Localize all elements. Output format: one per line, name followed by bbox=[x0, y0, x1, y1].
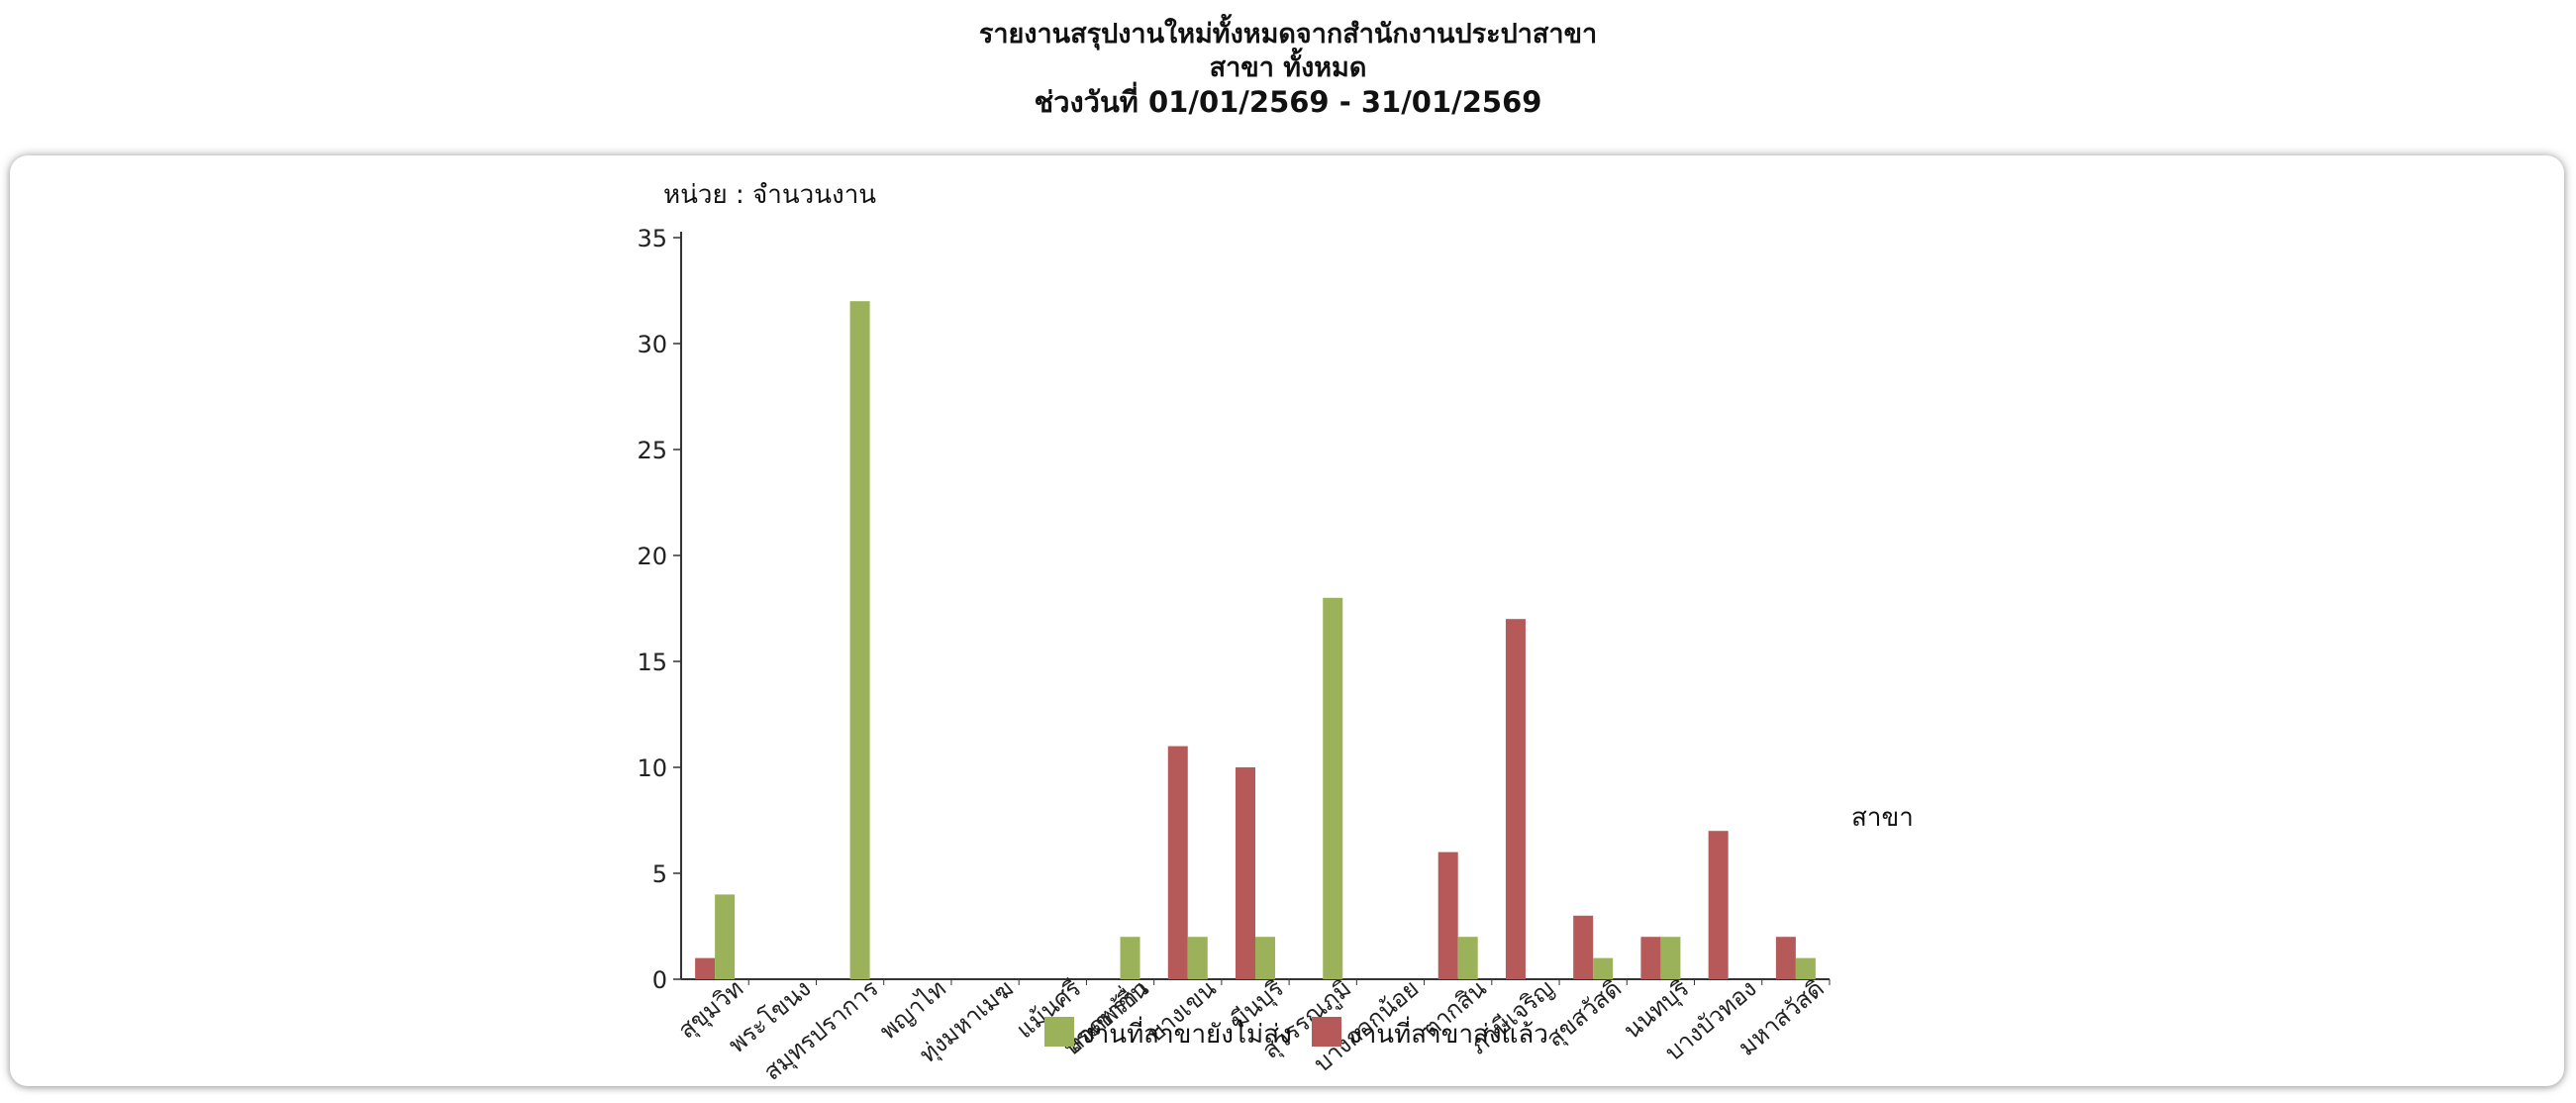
bars bbox=[695, 301, 1816, 979]
y-tick-label: 20 bbox=[637, 543, 667, 570]
bar-sent bbox=[1640, 937, 1661, 979]
bar-not-sent bbox=[1795, 957, 1816, 979]
y-tick-label: 30 bbox=[637, 331, 667, 358]
legend-swatch bbox=[1312, 1017, 1341, 1047]
legend[interactable]: งานที่สาขายังไม่ส่ง งานที่สาขาส่งแล้ว bbox=[1044, 1016, 1548, 1050]
legend-label: งานที่สาขาส่งแล้ว bbox=[1349, 1016, 1548, 1050]
branch-filter-line: สาขา ทั้งหมด bbox=[1209, 52, 1367, 83]
bar-sent bbox=[1573, 915, 1594, 979]
y-tick-label: 0 bbox=[652, 966, 667, 994]
y-tick-label: 35 bbox=[637, 225, 667, 252]
y-tick-label: 5 bbox=[652, 860, 667, 888]
legend-label: งานที่สาขายังไม่ส่ง bbox=[1082, 1016, 1292, 1050]
bar-sent bbox=[1236, 767, 1255, 979]
bar-not-sent bbox=[1323, 597, 1343, 979]
chart-card: หน่วย : จำนวนงาน 0 5 10 15 20 25 30 35 สุขุมวิทพ… bbox=[10, 155, 2564, 1086]
bar-sent bbox=[1775, 937, 1796, 979]
bar-sent bbox=[695, 957, 716, 979]
report-header: รายงานสรุปงานใหม่ทั้งหมดจากสำนักงานประปา… bbox=[0, 18, 2576, 119]
bar-not-sent bbox=[849, 301, 870, 979]
x-tick-label: สุขสวัสดิ์ bbox=[1538, 970, 1630, 1053]
legend-swatch bbox=[1044, 1017, 1074, 1047]
y-tick-label: 15 bbox=[637, 649, 667, 676]
bar-not-sent bbox=[1593, 957, 1614, 979]
bar-sent bbox=[1708, 831, 1729, 979]
bar-sent bbox=[1437, 852, 1458, 979]
y-tick-label: 25 bbox=[637, 437, 667, 464]
x-axis-title: สาขา bbox=[1851, 803, 1914, 833]
bar-not-sent bbox=[715, 894, 736, 979]
unit-label: หน่วย : จำนวนงาน bbox=[663, 180, 876, 210]
legend-item[interactable]: งานที่สาขายังไม่ส่ง bbox=[1044, 1016, 1292, 1050]
bar-sent bbox=[1505, 619, 1526, 979]
bar-not-sent bbox=[1457, 937, 1478, 979]
report-title: รายงานสรุปงานใหม่ทั้งหมดจากสำนักงานประปา… bbox=[978, 19, 1598, 50]
y-tick-label: 10 bbox=[637, 754, 667, 782]
bar-sent bbox=[1167, 746, 1188, 979]
bar-not-sent bbox=[1660, 937, 1681, 979]
legend-item[interactable]: งานที่สาขาส่งแล้ว bbox=[1312, 1016, 1548, 1050]
y-axis: หน่วย : จำนวนงาน 0 5 10 15 20 25 30 35 bbox=[637, 180, 876, 994]
date-range-line: ช่วงวันที่ 01/01/2569 - 31/01/2569 bbox=[1034, 85, 1542, 119]
bar-not-sent bbox=[1120, 937, 1140, 979]
bar-not-sent bbox=[1187, 937, 1208, 979]
bar-not-sent bbox=[1255, 937, 1275, 979]
